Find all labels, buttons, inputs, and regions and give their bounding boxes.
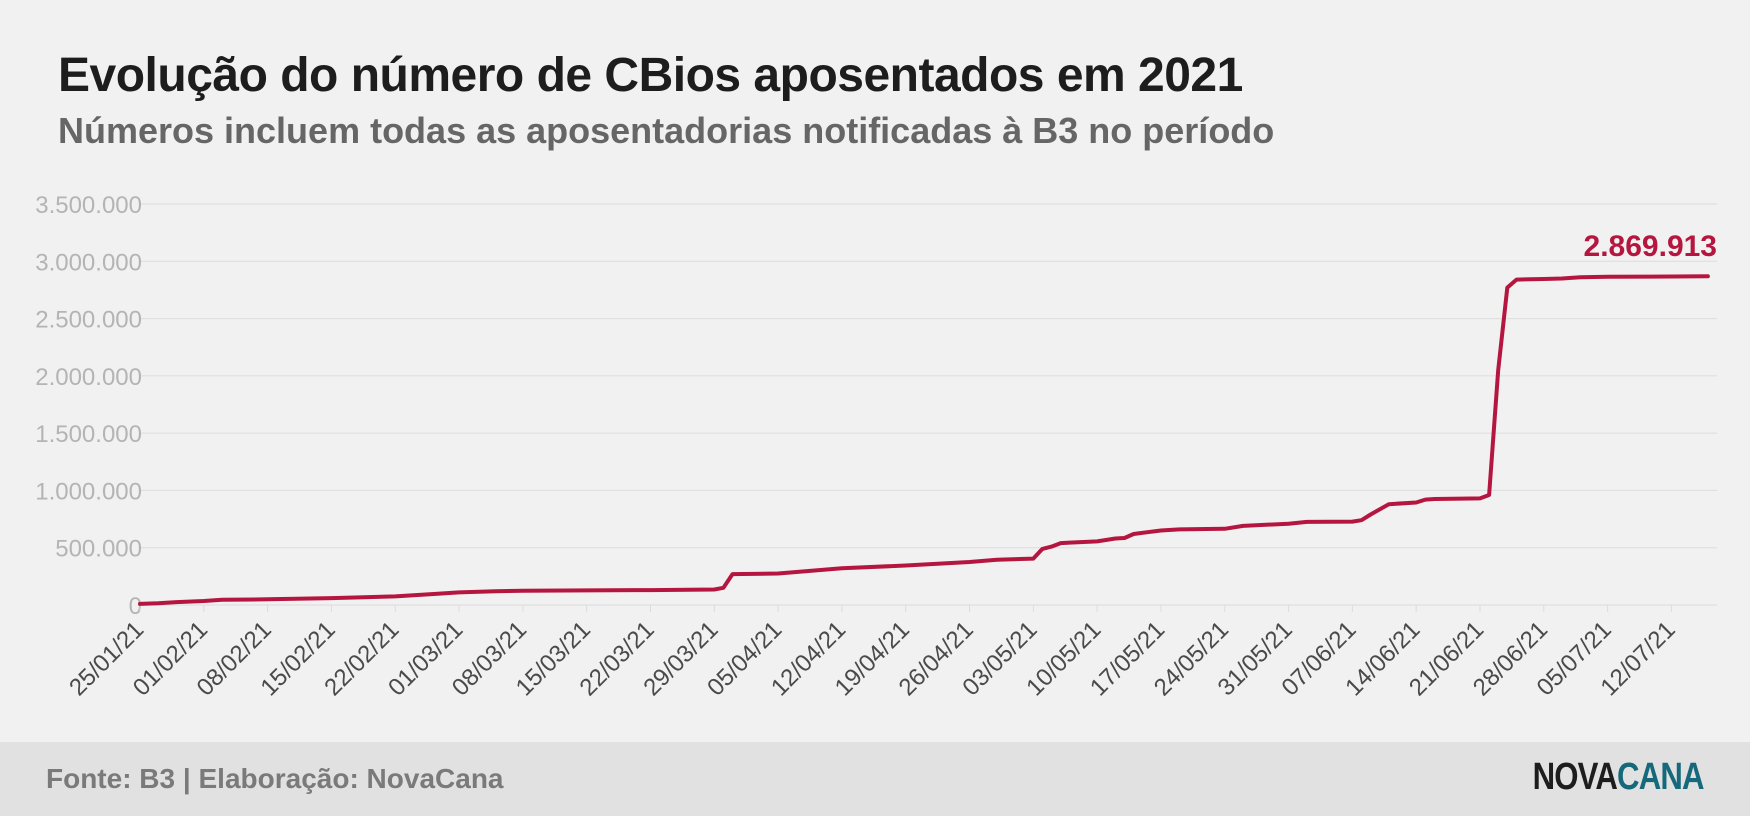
y-tick-label: 2.500.000: [35, 307, 142, 334]
y-tick-label: 1.000.000: [35, 478, 142, 505]
logo-text-nova: NOVA: [1532, 756, 1618, 798]
y-tick-label: 2.000.000: [35, 364, 142, 391]
y-tick-label: 3.500.000: [35, 192, 142, 219]
y-tick-label: 3.000.000: [35, 249, 142, 276]
annotation-layer: 2.869.913: [1584, 230, 1717, 263]
footer: Fonte: B3 | Elaboração: NovaCana NOVACAN…: [0, 742, 1750, 816]
y-tick-label: 500.000: [55, 536, 142, 563]
y-tick-label: 0: [129, 593, 142, 620]
line-chart: 0 500.000 1.000.000 1.500.000 2.000.000 2.500…: [35, 192, 1717, 701]
source-credit: Fonte: B3 | Elaboração: NovaCana: [46, 763, 504, 794]
series-layer: [138, 274, 1710, 606]
gridlines: [140, 203, 1717, 606]
chart-subtitle: Números incluem todas as aposentadorias …: [58, 110, 1275, 151]
chart-title: Evolução do número de CBios aposentados …: [58, 49, 1243, 102]
series-line: [138, 274, 1710, 606]
x-axis-tick-labels: 25/01/2101/02/2108/02/2115/02/2122/02/21…: [64, 605, 1681, 701]
last-value-label: 2.869.913: [1584, 230, 1717, 263]
novacana-logo: NOVACANA: [1532, 756, 1705, 799]
y-axis-tick-labels: 0 500.000 1.000.000 1.500.000 2.000.000 2.500…: [35, 192, 142, 620]
logo-text-cana: CANA: [1617, 756, 1705, 798]
y-tick-label: 1.500.000: [35, 421, 142, 448]
